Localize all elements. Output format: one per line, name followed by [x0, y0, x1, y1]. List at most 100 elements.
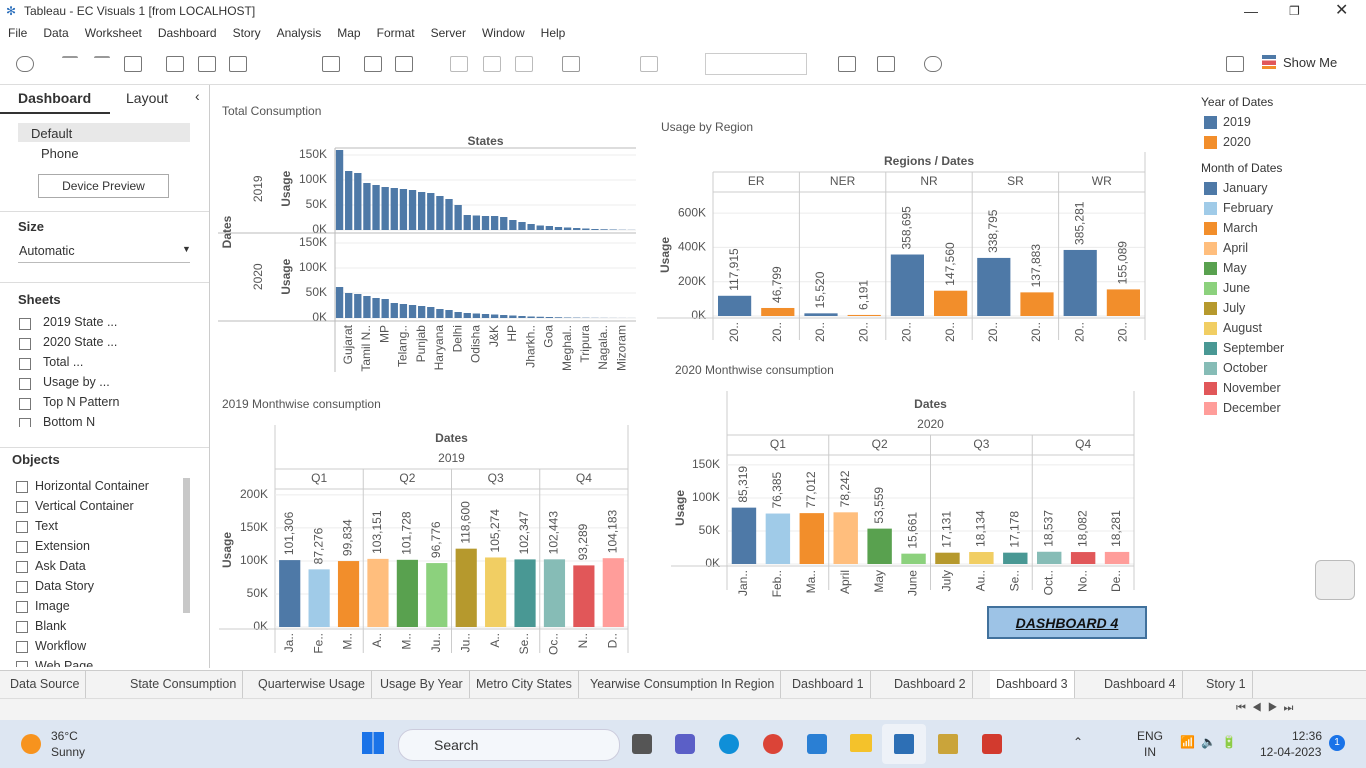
app-icon[interactable]: [807, 734, 827, 754]
sheet-item[interactable]: Bottom N: [43, 415, 96, 427]
value-label: 102,443: [547, 511, 561, 555]
menu-item[interactable]: Help: [540, 26, 566, 40]
float-icon[interactable]: [1315, 560, 1355, 600]
tool-icon[interactable]: [94, 56, 110, 72]
bar: [977, 257, 1011, 316]
object-item[interactable]: Horizontal Container: [35, 479, 149, 493]
object-item[interactable]: Web Page: [35, 659, 94, 667]
panel-tab[interactable]: Dashboard: [18, 90, 92, 106]
app-icon[interactable]: [850, 734, 872, 752]
sheet-tab[interactable]: State Consumption: [124, 671, 244, 698]
device[interactable]: Phone: [41, 146, 79, 161]
object-item[interactable]: Vertical Container: [35, 499, 134, 513]
tray-icons[interactable]: 📶🔈🔋: [1180, 735, 1243, 749]
sheet-tab[interactable]: Yearwise Consumption In Region: [584, 671, 782, 698]
tool-icon[interactable]: [838, 56, 856, 72]
object-item[interactable]: Data Story: [35, 579, 95, 593]
sheet-item[interactable]: Usage by ...: [43, 375, 110, 389]
app-icon[interactable]: [763, 734, 783, 754]
tool-icon[interactable]: [166, 56, 184, 72]
sheet-tab[interactable]: Dashboard 1: [786, 671, 871, 698]
sheet-item[interactable]: 2020 State ...: [43, 335, 118, 349]
object-item[interactable]: Extension: [35, 539, 90, 553]
panel-tab[interactable]: Layout: [126, 90, 169, 106]
tool-icon[interactable]: [229, 56, 247, 72]
object-item[interactable]: Workflow: [35, 639, 87, 653]
tool-icon[interactable]: [483, 56, 501, 72]
device-preview-button[interactable]: Device Preview: [38, 174, 169, 198]
dropdown-arrow[interactable]: ▼: [182, 244, 191, 254]
menu-item[interactable]: Window: [481, 26, 525, 40]
object-item[interactable]: Blank: [35, 619, 67, 633]
sheet-tab[interactable]: Metro City States: [470, 671, 579, 698]
device[interactable]: Default: [31, 126, 73, 141]
sheet-tab[interactable]: Dashboard 2: [888, 671, 973, 698]
close[interactable]: ✕: [1335, 2, 1349, 19]
tool-icon[interactable]: [1226, 56, 1244, 72]
tool-icon[interactable]: [322, 56, 340, 72]
value-label: 87,276: [311, 527, 325, 564]
dropdown[interactable]: [705, 53, 807, 75]
bar: [279, 560, 301, 627]
search-box[interactable]: Search: [398, 729, 620, 761]
app-icon[interactable]: [632, 734, 652, 754]
sheet-tab[interactable]: Dashboard 3: [990, 671, 1075, 700]
date[interactable]: 12-04-2023: [1260, 745, 1322, 759]
restore[interactable]: ❐: [1289, 4, 1300, 18]
menu-item[interactable]: Map: [337, 26, 361, 40]
dashboard-button[interactable]: DASHBOARD 4: [987, 606, 1147, 639]
object-item[interactable]: Text: [35, 519, 58, 533]
size-value[interactable]: Automatic: [19, 244, 75, 258]
tool-icon[interactable]: [562, 56, 580, 72]
menu-item[interactable]: Dashboard: [157, 26, 217, 40]
app-icon[interactable]: [719, 734, 739, 754]
app-icon[interactable]: [982, 734, 1002, 754]
x-tick-label: Telang..: [396, 325, 410, 367]
nav-arrows[interactable]: ⏮◀▶⏭: [1236, 702, 1300, 714]
value-label: 385,281: [1072, 201, 1086, 245]
app-icon[interactable]: [675, 734, 695, 754]
collapse[interactable]: ‹: [195, 88, 200, 104]
tool-icon[interactable]: [62, 56, 78, 72]
tool-icon[interactable]: [515, 56, 533, 72]
tray-arrow[interactable]: ⌃: [1073, 735, 1084, 749]
sheet-item[interactable]: Top N Pattern: [43, 395, 120, 409]
sheet-tab[interactable]: Quarterwise Usage: [252, 671, 372, 698]
sheet-item[interactable]: 2019 State ...: [43, 315, 118, 329]
tool-icon[interactable]: [877, 56, 895, 72]
sheet-tab[interactable]: Usage By Year: [374, 671, 470, 698]
start-button[interactable]: [362, 732, 384, 754]
app-icon[interactable]: [938, 734, 958, 754]
y-tick-label: 100K: [692, 490, 720, 504]
show-me[interactable]: Show Me: [1283, 55, 1338, 70]
notification-badge[interactable]: 1: [1329, 735, 1345, 751]
menu-item[interactable]: Server: [430, 26, 466, 40]
object-item[interactable]: Ask Data: [35, 559, 86, 573]
language[interactable]: ENG: [1137, 729, 1164, 743]
sheet-item[interactable]: Total ...: [43, 355, 84, 369]
scrollbar[interactable]: [183, 478, 190, 613]
menu-item[interactable]: Worksheet: [84, 26, 142, 40]
sheet-tab[interactable]: Data Source: [4, 671, 87, 698]
tool-icon[interactable]: [198, 56, 216, 72]
tool-icon[interactable]: [364, 56, 382, 72]
tool-icon[interactable]: [16, 56, 34, 72]
app-icon[interactable]: [894, 734, 914, 754]
menu-item[interactable]: File: [8, 26, 28, 40]
time[interactable]: 12:36: [1292, 729, 1323, 743]
object-item[interactable]: Image: [35, 599, 70, 613]
sheet-tab[interactable]: Dashboard 4: [1098, 671, 1183, 698]
tool-icon[interactable]: [924, 56, 942, 72]
tool-icon[interactable]: [640, 56, 658, 72]
menu-item[interactable]: Analysis: [276, 26, 322, 40]
minimize[interactable]: —: [1244, 3, 1258, 19]
legend-swatch: [1204, 262, 1217, 275]
sheet-tab[interactable]: Story 1: [1200, 671, 1253, 698]
menu-item[interactable]: Data: [43, 26, 69, 40]
tool-icon[interactable]: [450, 56, 468, 72]
menu-item[interactable]: Format: [376, 26, 415, 40]
tool-icon[interactable]: [395, 56, 413, 72]
region[interactable]: IN: [1144, 745, 1156, 759]
tool-icon[interactable]: [124, 56, 142, 72]
menu-item[interactable]: Story: [232, 26, 261, 40]
